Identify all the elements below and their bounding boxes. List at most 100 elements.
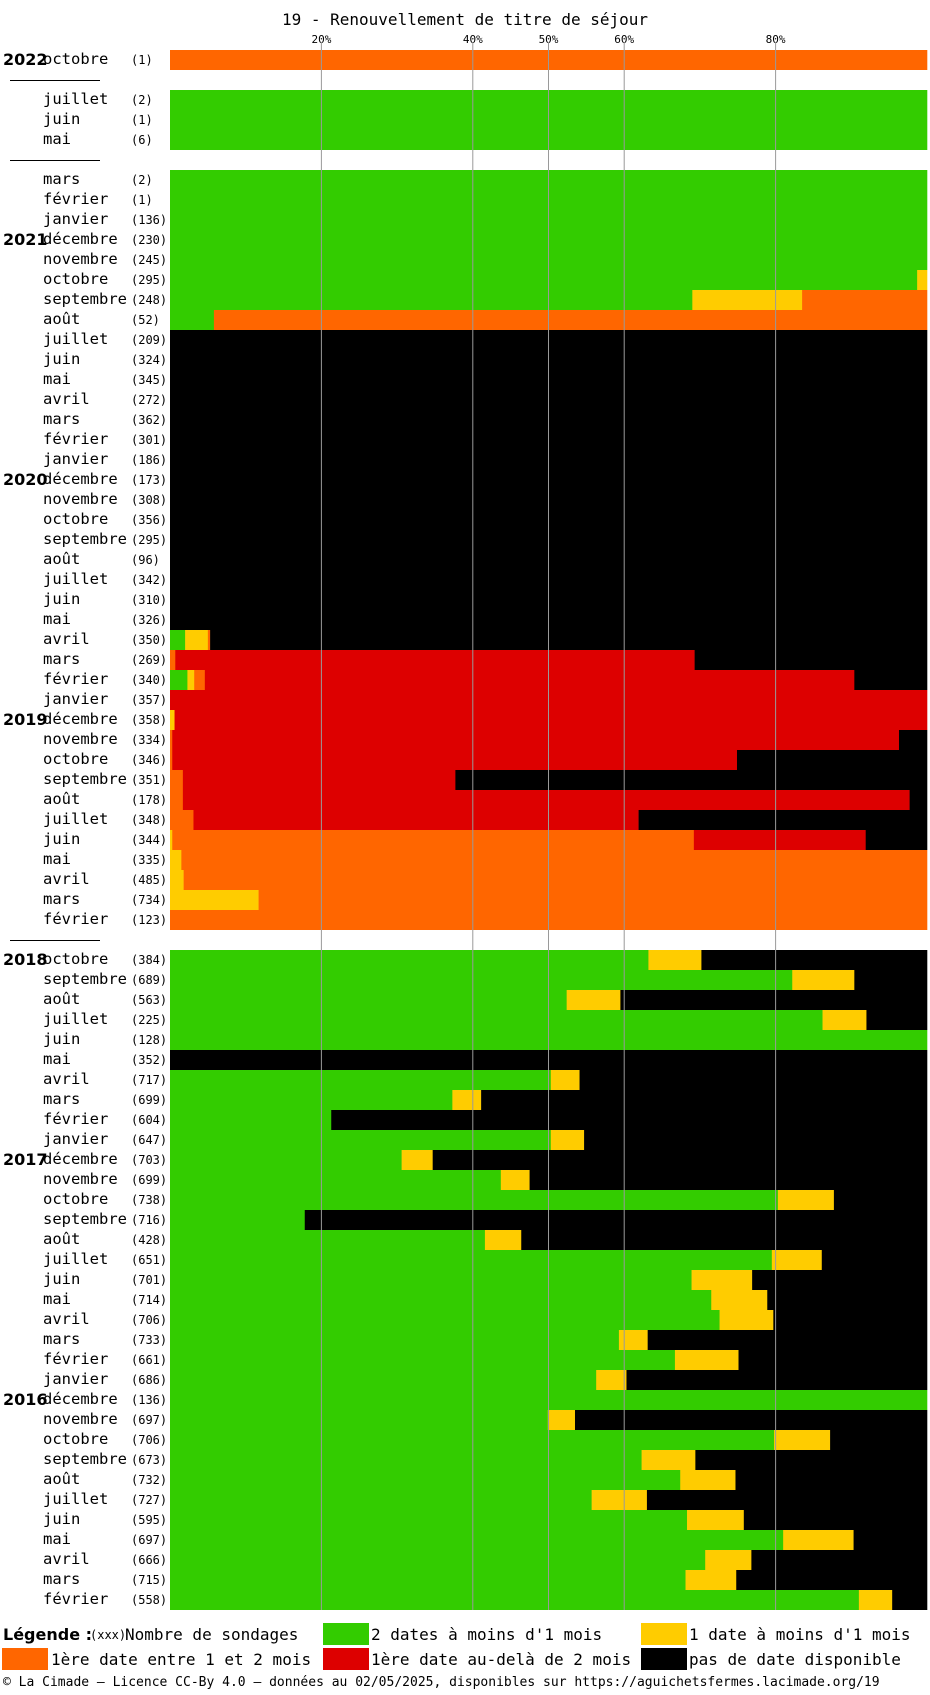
sample-count-label: (362) bbox=[131, 413, 168, 427]
bar-segment bbox=[170, 890, 259, 910]
bar-segment bbox=[210, 630, 928, 650]
month-label: février bbox=[43, 910, 109, 928]
legend-swatch-black bbox=[641, 1648, 687, 1670]
bar-segment bbox=[182, 770, 456, 790]
bar-segment bbox=[304, 1210, 928, 1230]
sample-count-label: (230) bbox=[131, 233, 168, 247]
bar-segment bbox=[185, 630, 209, 650]
sample-count-label: (335) bbox=[131, 853, 168, 867]
bar-segment bbox=[692, 290, 803, 310]
sample-count-label: (344) bbox=[131, 833, 168, 847]
bar-segment bbox=[620, 990, 928, 1010]
bar-segment bbox=[170, 1290, 712, 1310]
bar-segment bbox=[858, 1590, 893, 1610]
month-label: avril bbox=[43, 1550, 90, 1568]
bar-segment bbox=[917, 270, 928, 290]
month-label: juillet bbox=[43, 330, 109, 348]
year-label: 2019 bbox=[3, 710, 48, 729]
bar-segment bbox=[170, 1210, 306, 1230]
x-tick-label: 80% bbox=[765, 33, 786, 46]
bar-segment bbox=[170, 1090, 453, 1110]
month-label: décembre bbox=[43, 1150, 118, 1168]
bar-segment bbox=[170, 850, 182, 870]
sample-count-label: (272) bbox=[131, 393, 168, 407]
bar-segment bbox=[751, 1550, 928, 1570]
bar-segment bbox=[170, 1310, 720, 1330]
month-label: décembre bbox=[43, 470, 118, 488]
bar-segment bbox=[194, 670, 206, 690]
month-label: août bbox=[43, 550, 81, 568]
sample-count-label: (248) bbox=[131, 293, 168, 307]
sample-count-label: (348) bbox=[131, 813, 168, 827]
bar-segment bbox=[401, 1150, 433, 1170]
month-label: août bbox=[43, 790, 81, 808]
bar-segment bbox=[170, 650, 176, 670]
bar-segment bbox=[691, 1270, 753, 1290]
bar-segment bbox=[452, 1090, 482, 1110]
month-label: février bbox=[43, 1110, 109, 1128]
bar-segment bbox=[777, 1190, 835, 1210]
bar-segment bbox=[547, 1410, 576, 1430]
month-label: juillet bbox=[43, 1010, 109, 1028]
bar-segment bbox=[170, 870, 184, 890]
bar-segment bbox=[574, 1410, 928, 1430]
bar-segment bbox=[647, 1330, 928, 1350]
bar-segment bbox=[674, 1350, 739, 1370]
sample-count-label: (563) bbox=[131, 993, 168, 1007]
sample-count-label: (697) bbox=[131, 1413, 168, 1427]
month-label: septembre bbox=[43, 530, 127, 548]
bar-segment bbox=[170, 1230, 486, 1250]
bar-segment bbox=[736, 1570, 928, 1590]
bar-segment bbox=[685, 1570, 737, 1590]
month-label: juin bbox=[43, 350, 81, 368]
sample-count-label: (706) bbox=[131, 1313, 168, 1327]
month-label: septembre bbox=[43, 290, 127, 308]
sample-count-label: (6) bbox=[131, 133, 153, 147]
bar-segment bbox=[432, 1150, 928, 1170]
bar-segment bbox=[821, 1250, 928, 1270]
month-label: mai bbox=[43, 1290, 71, 1308]
sample-count-label: (733) bbox=[131, 1333, 168, 1347]
bar-segment bbox=[500, 1170, 530, 1190]
month-label: janvier bbox=[43, 210, 109, 228]
sample-count-label: (485) bbox=[131, 873, 168, 887]
bar-segment bbox=[170, 1150, 402, 1170]
bar-segment bbox=[175, 650, 695, 670]
bar-segment bbox=[170, 1370, 597, 1390]
bar-segment bbox=[172, 830, 695, 850]
bar-segment bbox=[170, 1550, 706, 1570]
month-label: mars bbox=[43, 1090, 81, 1108]
year-label: 2017 bbox=[3, 1150, 48, 1169]
sample-count-label: (686) bbox=[131, 1373, 168, 1387]
bar-segment bbox=[170, 1530, 784, 1550]
bar-segment bbox=[170, 670, 188, 690]
month-label: mars bbox=[43, 1330, 81, 1348]
legend-swatch-orange bbox=[2, 1648, 48, 1670]
sample-count-label: (340) bbox=[131, 673, 168, 687]
month-label: mars bbox=[43, 650, 81, 668]
sample-count-label: (324) bbox=[131, 353, 168, 367]
bar-segment bbox=[174, 710, 928, 730]
month-label: avril bbox=[43, 390, 90, 408]
sample-count-label: (666) bbox=[131, 1553, 168, 1567]
bar-segment bbox=[170, 990, 567, 1010]
month-label: juillet bbox=[43, 810, 109, 828]
month-label: novembre bbox=[43, 490, 118, 508]
month-label: décembre bbox=[43, 710, 118, 728]
legend-swatch-yellow bbox=[641, 1623, 687, 1645]
bar-segment bbox=[183, 870, 928, 890]
bar-segment bbox=[701, 950, 928, 970]
month-label: janvier bbox=[43, 690, 109, 708]
sample-count-label: (225) bbox=[131, 1013, 168, 1027]
sample-count-label: (269) bbox=[131, 653, 168, 667]
bar-segment bbox=[833, 1190, 928, 1210]
stacked-bar-chart bbox=[170, 42, 928, 1610]
month-label: juillet bbox=[43, 90, 109, 108]
month-label: février bbox=[43, 430, 109, 448]
sample-count-label: (706) bbox=[131, 1433, 168, 1447]
legend-label-orange: 1ère date entre 1 et 2 mois bbox=[51, 1650, 312, 1669]
month-label: novembre bbox=[43, 250, 118, 268]
month-label: avril bbox=[43, 630, 90, 648]
bar-segment bbox=[170, 1590, 860, 1610]
sample-count-label: (732) bbox=[131, 1473, 168, 1487]
